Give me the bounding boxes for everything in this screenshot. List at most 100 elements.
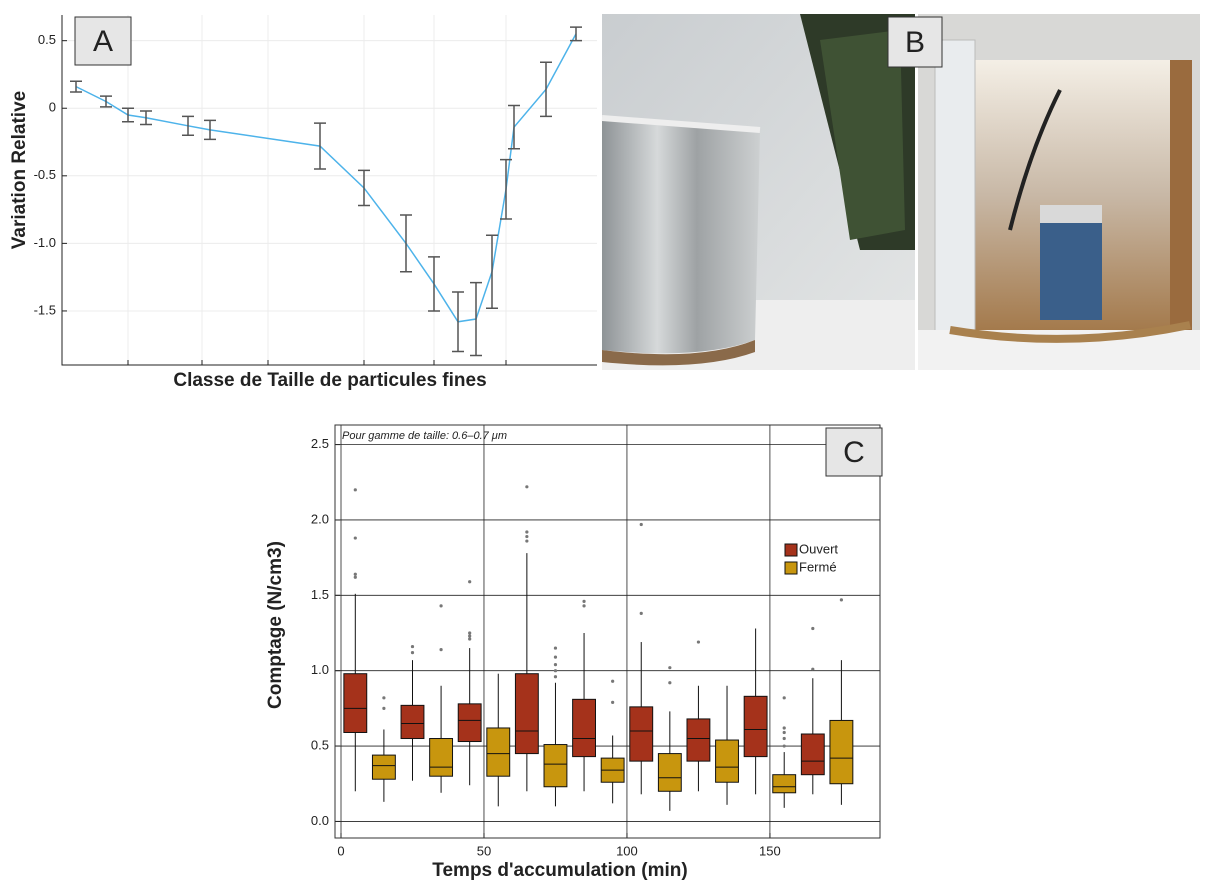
box <box>657 753 682 792</box>
outlier <box>611 679 615 683</box>
box <box>715 739 739 783</box>
outlier <box>353 536 357 540</box>
box <box>343 673 368 733</box>
outlier <box>668 666 672 670</box>
outlier <box>410 644 415 649</box>
outlier <box>782 736 786 741</box>
box <box>686 718 711 762</box>
outlier <box>525 539 529 543</box>
error-bar <box>428 256 440 312</box>
panel-label: A <box>93 25 113 58</box>
error-bar <box>470 281 482 357</box>
y-tick-label: 0.5 <box>38 32 56 47</box>
outlier <box>811 667 815 671</box>
error-bar <box>540 61 552 118</box>
legend-label: Fermé <box>799 559 837 574</box>
panel-label: B <box>905 26 925 59</box>
box <box>371 754 396 780</box>
box <box>514 673 539 755</box>
outlier <box>553 675 558 679</box>
panel-label-box <box>887 16 943 68</box>
outlier <box>468 637 472 641</box>
error-bar <box>100 95 112 108</box>
error-bar <box>204 119 216 141</box>
box <box>486 727 511 777</box>
axes <box>61 15 597 366</box>
y-tick-label: -0.5 <box>34 167 56 182</box>
error-bar <box>314 122 326 170</box>
box <box>429 738 454 777</box>
y-tick-label: 0 <box>49 100 56 115</box>
data-line <box>75 33 577 323</box>
box <box>543 744 568 788</box>
box <box>772 774 797 794</box>
photo-left <box>601 14 915 370</box>
x-tick-label: 100 <box>616 843 638 858</box>
y-tick-label: -1.5 <box>34 302 56 317</box>
error-bar <box>570 26 582 42</box>
outlier <box>553 646 558 650</box>
panel-label: C <box>843 436 865 469</box>
outlier <box>353 488 357 492</box>
box <box>800 733 825 776</box>
outlier <box>553 655 558 659</box>
outlier <box>353 572 357 576</box>
error-bar <box>486 234 498 309</box>
error-bar <box>452 291 464 353</box>
y-tick-label: 0.5 <box>311 737 329 752</box>
x-tick-label: 150 <box>759 843 781 858</box>
error-bar <box>358 169 370 207</box>
outlier <box>468 631 472 635</box>
y-tick-label: -1.0 <box>34 235 56 250</box>
outlier <box>468 634 472 638</box>
x-tick-label: 0 <box>337 843 344 858</box>
outlier <box>811 626 815 631</box>
y-tick-label: 2.0 <box>311 511 329 526</box>
y-tick-label: 1.5 <box>311 587 329 602</box>
x-axis-label: Classe de Taille de particules fines <box>173 370 486 391</box>
legend-swatch <box>784 561 798 575</box>
x-axis-label: Temps d'accumulation (min) <box>432 860 687 881</box>
plot-frame <box>334 424 881 839</box>
outlier <box>382 696 386 700</box>
outlier <box>525 485 529 489</box>
outlier <box>410 651 415 655</box>
outlier <box>553 663 558 667</box>
x-tick-label: 50 <box>477 843 491 858</box>
outlier <box>782 730 786 735</box>
box <box>629 706 654 762</box>
legend-label: Ouvert <box>799 541 838 556</box>
outlier <box>553 669 558 673</box>
outlier <box>353 575 357 579</box>
outlier <box>439 604 443 608</box>
outlier <box>582 604 586 608</box>
error-bar <box>500 158 512 220</box>
outlier <box>582 599 586 603</box>
y-axis-label: Variation Relative <box>9 91 30 249</box>
error-bar <box>122 107 134 123</box>
y-axis-label: Comptage (N/cm3) <box>265 541 286 709</box>
annotation: Pour gamme de taille: 0.6–0.7 μm <box>342 430 507 442</box>
outlier <box>525 534 529 539</box>
error-bar <box>182 115 194 137</box>
outlier <box>382 706 386 710</box>
legend-swatch <box>784 543 798 557</box>
outlier <box>439 647 443 652</box>
outlier <box>696 640 701 644</box>
outlier <box>639 522 643 527</box>
outlier <box>611 700 615 704</box>
box <box>572 698 596 758</box>
error-bar <box>508 104 520 150</box>
box <box>829 719 854 785</box>
outlier <box>782 744 786 748</box>
box <box>400 704 425 740</box>
outlier <box>668 681 672 685</box>
outlier <box>468 580 472 584</box>
y-tick-label: 0.0 <box>311 813 329 828</box>
panel-label-box <box>825 427 883 477</box>
y-tick-label: 1.0 <box>311 662 329 677</box>
outlier <box>525 530 529 534</box>
error-bar <box>140 110 152 126</box>
box <box>457 703 482 743</box>
photo-right <box>918 14 1200 370</box>
